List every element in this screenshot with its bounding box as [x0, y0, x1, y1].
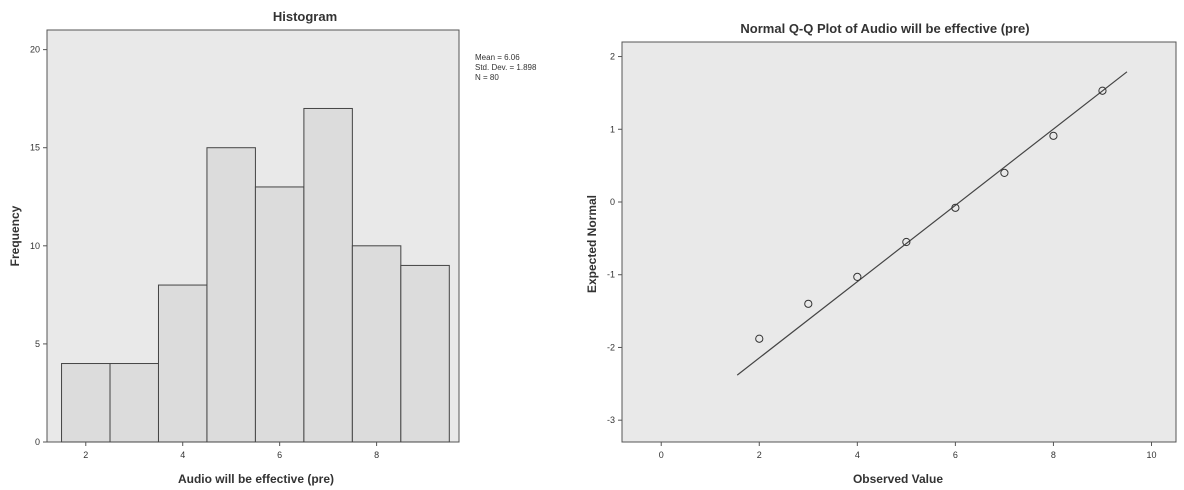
qq-point-2 — [804, 299, 813, 308]
histogram-stat-std-dev: Std. Dev. = 1.898 — [475, 63, 537, 72]
histogram-stat-n: N = 80 — [475, 73, 499, 82]
histogram-x-tick-label: 2 — [83, 450, 88, 460]
histogram-bar-3 — [157, 284, 208, 443]
qq-y-ticks: -3 -2 -1 0 1 2 — [607, 52, 622, 425]
histogram-bars — [61, 107, 450, 443]
histogram-bar-7 — [351, 245, 402, 443]
qq-y-tick-label: -1 — [607, 270, 615, 280]
histogram-x-tick-label: 6 — [277, 450, 282, 460]
histogram-title: Histogram — [273, 9, 337, 24]
histogram-stats: Mean = 6.06 Std. Dev. = 1.898 N = 80 — [475, 53, 537, 82]
qq-y-tick-label: 0 — [610, 197, 615, 207]
histogram-x-axis-title: Audio will be effective (pre) — [178, 472, 334, 486]
histogram-bar-2 — [109, 363, 159, 443]
qq-x-tick-label: 8 — [1051, 450, 1056, 460]
histogram-x-tick-label: 8 — [374, 450, 379, 460]
qq-y-tick-label: 1 — [610, 124, 615, 134]
histogram-y-axis-title: Frequency — [8, 205, 22, 266]
histogram-y-tick-label: 15 — [30, 143, 40, 153]
qq-x-tick-label: 0 — [659, 450, 664, 460]
qq-y-tick-label: 2 — [610, 52, 615, 62]
qq-point-8 — [1098, 86, 1107, 95]
qq-x-axis-title: Observed Value — [853, 472, 943, 486]
histogram-bar-1 — [61, 363, 111, 443]
qq-x-tick-label: 2 — [757, 450, 762, 460]
qq-point-3 — [853, 272, 862, 282]
qq-x-tick-label: 6 — [953, 450, 958, 460]
qq-x-tick-label: 10 — [1146, 450, 1156, 460]
qq-point-7 — [1049, 131, 1058, 140]
histogram-panel: 2 4 6 8 0 5 10 15 20 Histogram Audio will be ef… — [8, 9, 537, 486]
qq-point-6 — [1000, 168, 1009, 178]
qq-x-tick-label: 4 — [855, 450, 860, 460]
qq-point-5 — [951, 203, 960, 212]
qq-plot-area — [621, 41, 1177, 443]
qq-point-1 — [755, 334, 764, 343]
qq-x-ticks: 0 2 4 6 8 10 — [659, 442, 1156, 460]
histogram-stat-mean: Mean = 6.06 — [475, 53, 520, 62]
histogram-bar-5 — [254, 186, 305, 443]
histogram-x-tick-label: 4 — [180, 450, 185, 460]
histogram-y-tick-label: 5 — [35, 339, 40, 349]
qq-plot-panel: 0 2 4 6 8 10 -3 -2 -1 0 1 2 Normal Q-Q Plot of Aud… — [585, 21, 1177, 486]
qq-reference-line — [736, 71, 1128, 376]
histogram-y-ticks: 0 5 10 15 20 — [30, 45, 47, 447]
histogram-x-ticks: 2 4 6 8 — [83, 442, 379, 460]
qq-title: Normal Q-Q Plot of Audio will be effecti… — [740, 21, 1029, 36]
histogram-bar-4 — [206, 147, 256, 443]
histogram-y-tick-label: 0 — [35, 437, 40, 447]
qq-y-tick-label: -2 — [607, 342, 615, 352]
qq-point-4 — [902, 237, 911, 247]
qq-y-tick-label: -3 — [607, 415, 615, 425]
histogram-y-tick-label: 20 — [30, 45, 40, 55]
histogram-y-tick-label: 10 — [30, 241, 40, 251]
qq-y-axis-title: Expected Normal — [585, 195, 599, 293]
qq-points — [755, 86, 1107, 343]
histogram-bar-6 — [303, 107, 353, 443]
histogram-bar-8 — [400, 264, 450, 443]
